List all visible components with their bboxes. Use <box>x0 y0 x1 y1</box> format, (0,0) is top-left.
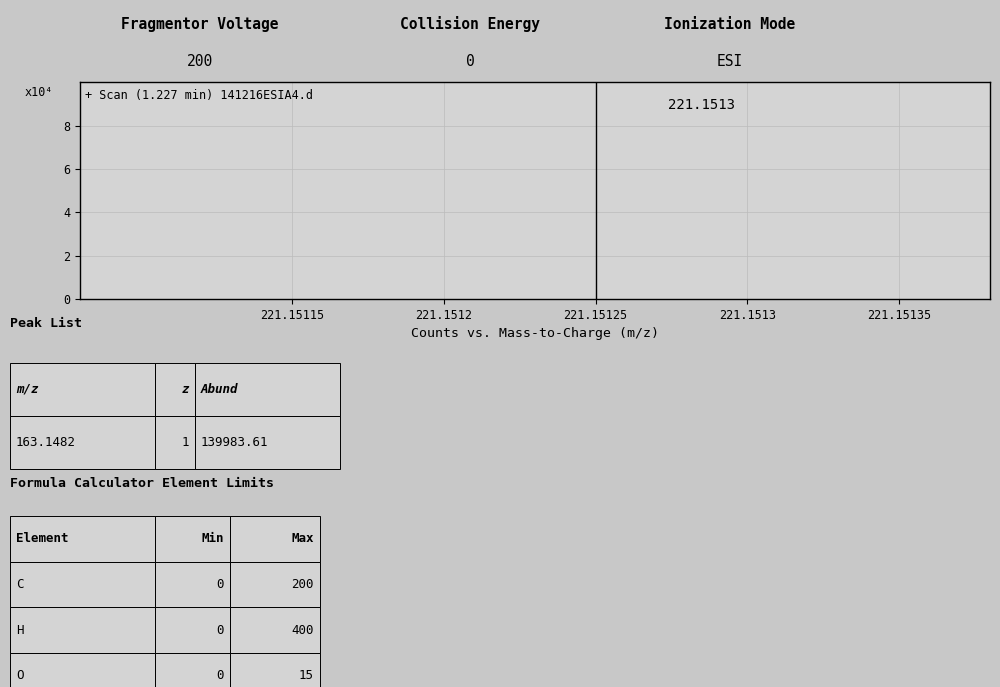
Text: + Scan (1.227 min) 141216ESIA4.d: + Scan (1.227 min) 141216ESIA4.d <box>85 89 313 102</box>
Text: Fragmentor Voltage: Fragmentor Voltage <box>121 16 279 32</box>
Text: Min: Min <box>201 532 224 545</box>
FancyBboxPatch shape <box>10 561 155 607</box>
FancyBboxPatch shape <box>230 653 320 687</box>
FancyBboxPatch shape <box>10 516 155 561</box>
FancyBboxPatch shape <box>10 363 155 416</box>
Text: Ionization Mode: Ionization Mode <box>664 16 796 32</box>
Text: z: z <box>182 383 189 396</box>
FancyBboxPatch shape <box>195 363 340 416</box>
Text: Element: Element <box>16 532 68 545</box>
FancyBboxPatch shape <box>195 416 340 469</box>
X-axis label: Counts vs. Mass-to-Charge (m/z): Counts vs. Mass-to-Charge (m/z) <box>411 327 659 340</box>
Text: Formula Calculator Element Limits: Formula Calculator Element Limits <box>10 477 274 490</box>
FancyBboxPatch shape <box>230 561 320 607</box>
Text: Abund: Abund <box>201 383 239 396</box>
FancyBboxPatch shape <box>155 607 230 653</box>
Text: Max: Max <box>291 532 314 545</box>
Text: 200: 200 <box>291 578 314 591</box>
Text: 163.1482: 163.1482 <box>16 436 76 449</box>
Text: 400: 400 <box>291 624 314 637</box>
Text: ESI: ESI <box>717 54 743 69</box>
FancyBboxPatch shape <box>10 416 155 469</box>
FancyBboxPatch shape <box>155 516 230 561</box>
Text: m/z: m/z <box>16 383 38 396</box>
Text: 0: 0 <box>216 624 224 637</box>
Text: Collision Energy: Collision Energy <box>400 16 540 32</box>
Text: H: H <box>16 624 24 637</box>
Text: 0: 0 <box>216 669 224 682</box>
FancyBboxPatch shape <box>155 416 195 469</box>
Text: 221.1513: 221.1513 <box>668 98 735 111</box>
Text: 0: 0 <box>466 54 474 69</box>
FancyBboxPatch shape <box>230 516 320 561</box>
Text: C: C <box>16 578 24 591</box>
FancyBboxPatch shape <box>10 607 155 653</box>
FancyBboxPatch shape <box>155 363 195 416</box>
FancyBboxPatch shape <box>155 561 230 607</box>
Text: x10⁴: x10⁴ <box>25 86 54 99</box>
Text: O: O <box>16 669 24 682</box>
FancyBboxPatch shape <box>155 653 230 687</box>
Text: 15: 15 <box>299 669 314 682</box>
Text: 200: 200 <box>187 54 213 69</box>
Text: 1: 1 <box>182 436 189 449</box>
Text: Peak List: Peak List <box>10 317 82 330</box>
Text: 139983.61: 139983.61 <box>201 436 268 449</box>
FancyBboxPatch shape <box>10 653 155 687</box>
Text: 0: 0 <box>216 578 224 591</box>
FancyBboxPatch shape <box>230 607 320 653</box>
